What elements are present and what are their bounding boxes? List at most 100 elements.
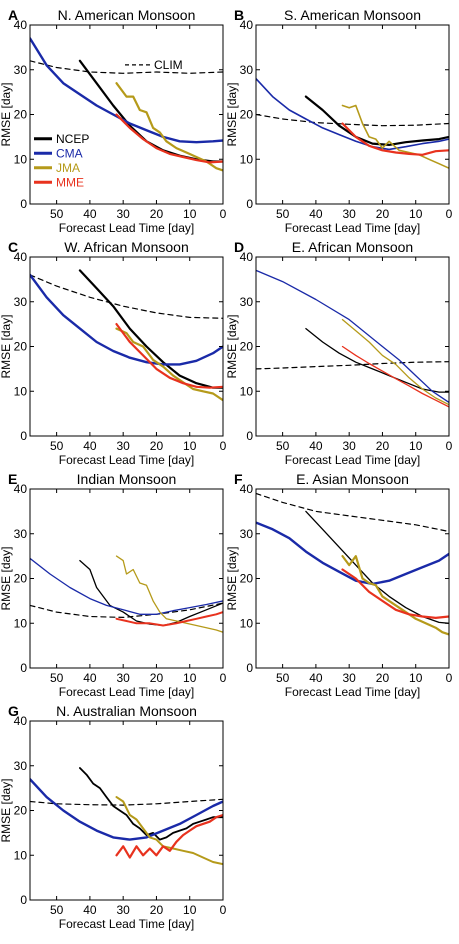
x-tick-label: 50 xyxy=(50,439,64,453)
series-line-cma xyxy=(30,273,223,366)
series-line-clim xyxy=(256,113,449,127)
x-tick-label: 10 xyxy=(409,671,423,685)
y-axis-label: RMSE [day] xyxy=(0,314,13,378)
panel-letter: A xyxy=(8,7,18,23)
panel-title: E. African Monsoon xyxy=(292,239,413,255)
series-line-clim xyxy=(30,602,223,618)
panel-letter: C xyxy=(8,239,18,255)
series-line-clim xyxy=(30,274,223,319)
series-line-ncep xyxy=(78,59,223,163)
x-tick-label: 20 xyxy=(150,439,164,453)
x-tick-label: 40 xyxy=(83,207,97,221)
x-axis-label: Forecast Lead Time [day] xyxy=(59,685,194,699)
series-line-mme xyxy=(341,345,449,408)
x-tick-label: 10 xyxy=(183,671,197,685)
x-tick-label: 50 xyxy=(276,671,290,685)
series-line-jma xyxy=(341,104,449,169)
series-line-ncep xyxy=(305,510,449,624)
series-group xyxy=(256,269,449,408)
series-group xyxy=(30,37,223,172)
panel-title: N. American Monsoon xyxy=(58,7,196,23)
series-line-jma xyxy=(341,318,449,406)
legend-clim-label: CLIM xyxy=(154,58,183,72)
series-line-cma xyxy=(256,521,449,586)
x-tick-label: 10 xyxy=(183,903,197,917)
x-axis-label: Forecast Lead Time [day] xyxy=(59,221,194,235)
x-tick-label: 40 xyxy=(309,671,323,685)
y-tick-label: 20 xyxy=(240,572,254,586)
y-tick-label: 10 xyxy=(240,152,254,166)
y-axis-label: RMSE [day] xyxy=(225,314,239,378)
x-tick-label: 10 xyxy=(183,439,197,453)
y-tick-label: 40 xyxy=(14,18,28,32)
y-tick-label: 40 xyxy=(240,482,254,496)
series-line-mme xyxy=(115,611,223,627)
x-tick-label: 20 xyxy=(150,671,164,685)
series-line-cma xyxy=(30,557,223,615)
x-tick-label: 40 xyxy=(83,671,97,685)
x-tick-label: 30 xyxy=(116,439,130,453)
y-tick-label: 30 xyxy=(14,295,28,309)
y-tick-label: 40 xyxy=(14,250,28,264)
y-tick-label: 10 xyxy=(14,616,28,630)
x-tick-label: 30 xyxy=(342,439,356,453)
x-tick-label: 40 xyxy=(309,439,323,453)
x-tick-label: 20 xyxy=(376,671,390,685)
plot-frame xyxy=(255,256,450,437)
series-group xyxy=(256,77,449,169)
x-tick-label: 50 xyxy=(50,207,64,221)
x-tick-label: 30 xyxy=(342,207,356,221)
y-tick-label: 30 xyxy=(14,63,28,77)
x-tick-label: 30 xyxy=(116,671,130,685)
series-line-jma xyxy=(115,555,223,633)
y-tick-label: 0 xyxy=(20,197,27,211)
legend-label-mme: MME xyxy=(56,176,84,190)
x-tick-label: 0 xyxy=(446,671,453,685)
x-tick-label: 30 xyxy=(116,903,130,917)
panel-letter: F xyxy=(234,471,243,487)
y-tick-label: 20 xyxy=(14,108,28,122)
x-tick-label: 0 xyxy=(220,671,227,685)
series-line-ncep xyxy=(79,559,223,627)
y-tick-label: 10 xyxy=(14,848,28,862)
series-line-ncep xyxy=(79,767,223,841)
x-axis-label: Forecast Lead Time [day] xyxy=(59,453,194,467)
panel-title: E. Asian Monsoon xyxy=(296,471,409,487)
y-axis-label: RMSE [day] xyxy=(0,546,13,610)
x-tick-label: 0 xyxy=(446,207,453,221)
y-tick-label: 40 xyxy=(14,482,28,496)
y-axis-label: RMSE [day] xyxy=(225,546,239,610)
y-tick-label: 0 xyxy=(20,661,27,675)
legend-label-ncep: NCEP xyxy=(56,132,89,146)
x-tick-label: 20 xyxy=(150,207,164,221)
x-tick-label: 40 xyxy=(83,439,97,453)
panel-letter: D xyxy=(234,239,244,255)
y-tick-label: 10 xyxy=(240,616,254,630)
panel-letter: E xyxy=(8,471,17,487)
legend-label-cma: CMA xyxy=(56,147,83,161)
x-axis-label: Forecast Lead Time [day] xyxy=(285,685,420,699)
series-line-mme xyxy=(115,323,223,389)
x-tick-label: 0 xyxy=(220,903,227,917)
series-line-jma xyxy=(115,796,223,866)
y-tick-label: 30 xyxy=(240,295,254,309)
panel-title: W. African Monsoon xyxy=(64,239,189,255)
series-line-clim xyxy=(256,492,449,533)
y-axis-label: RMSE [day] xyxy=(0,82,13,146)
x-tick-label: 10 xyxy=(409,439,423,453)
series-line-mme xyxy=(115,813,223,859)
y-tick-label: 30 xyxy=(14,759,28,773)
plot-frame xyxy=(255,24,450,205)
x-tick-label: 20 xyxy=(376,439,390,453)
x-tick-label: 50 xyxy=(50,671,64,685)
y-tick-label: 10 xyxy=(240,384,254,398)
x-tick-label: 10 xyxy=(409,207,423,221)
y-tick-label: 20 xyxy=(240,108,254,122)
y-tick-label: 10 xyxy=(14,384,28,398)
plot-frame xyxy=(29,256,224,437)
plot-frame xyxy=(29,488,224,669)
